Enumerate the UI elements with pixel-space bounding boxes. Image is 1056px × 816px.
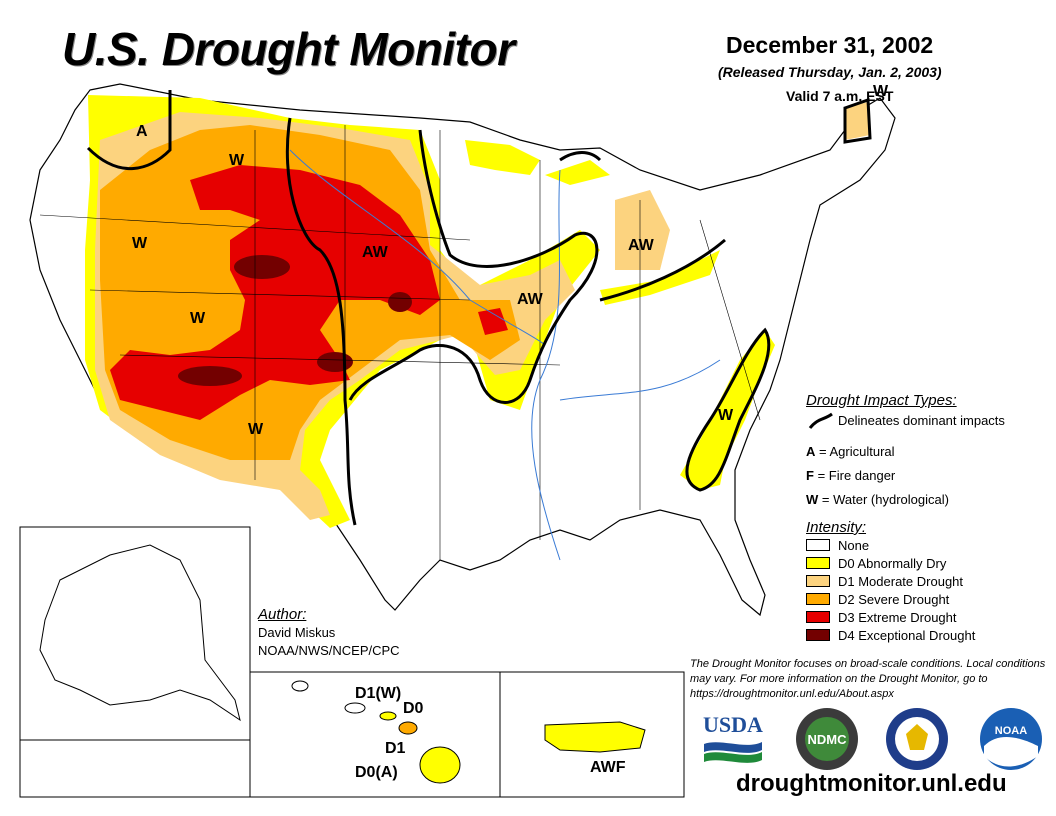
- author-org: NOAA/NWS/NCEP/CPC: [258, 643, 400, 658]
- d1-michigan: [615, 190, 670, 270]
- ndmc-logo-text: NDMC: [808, 732, 848, 747]
- impact-line-sample: [808, 412, 833, 429]
- swatch-d1: [806, 575, 830, 587]
- d3-central: [110, 165, 440, 420]
- d4-wyoming: [234, 255, 290, 279]
- map-label-w-montana: W: [229, 152, 245, 169]
- valid-time: Valid 7 a.m. EST: [786, 88, 894, 104]
- impact-desc: = Agricultural: [819, 443, 895, 459]
- hawaii-label-d0a: D0(A): [355, 764, 398, 781]
- d0-maine: [845, 102, 870, 140]
- legend: Drought Impact Types: Delineates dominan…: [806, 392, 1046, 644]
- map-label-a-nw: A: [136, 123, 148, 140]
- release-date: (Released Thursday, Jan. 2, 2003): [718, 64, 942, 80]
- noaa-logo: NOAA: [978, 706, 1044, 772]
- author-heading: Author:: [258, 606, 307, 623]
- usda-logo-text: USDA: [703, 712, 763, 737]
- rivers: [289, 149, 721, 561]
- impact-line-text: Delineates dominant impacts: [838, 412, 1005, 428]
- d4-nebraska: [388, 292, 412, 312]
- disclaimer-note: The Drought Monitor focuses on broad-sca…: [690, 658, 1046, 700]
- map-label-w-maine: W: [873, 83, 889, 100]
- swatch-d2: [806, 593, 830, 605]
- impact-key: W: [806, 491, 819, 507]
- usda-logo: USDA: [700, 706, 766, 772]
- author-name: David Miskus: [258, 625, 336, 640]
- hawaii-inset-frame: [249, 671, 501, 798]
- intensity-label: D2 Severe Drought: [838, 591, 950, 607]
- intensity-label: D4 Exceptional Drought: [838, 627, 976, 643]
- usda-logo-icon: USDA: [703, 712, 763, 763]
- intensity-row: D1 Moderate Drought: [806, 572, 1046, 590]
- d0-minnesota: [465, 140, 540, 175]
- commerce-seal-icon: [886, 708, 948, 770]
- swatch-none: [806, 539, 830, 551]
- intensity-heading: Intensity:: [806, 519, 867, 536]
- intensity-label: None: [838, 537, 870, 553]
- hawaii-islands: [291, 680, 461, 784]
- intensity-row: D3 Extreme Drought: [806, 608, 1046, 626]
- page-title: U.S. Drought Monitor: [62, 23, 515, 75]
- map-label-aw-michigan: AW: [628, 237, 655, 254]
- impact-types-heading: Drought Impact Types:: [806, 392, 957, 409]
- ndmc-logo-icon: NDMC: [796, 708, 858, 770]
- intensity-label: D0 Abnormally Dry: [838, 555, 947, 571]
- impact-boundaries: [86, 90, 872, 526]
- intensity-row: D2 Severe Drought: [806, 590, 1046, 608]
- d0-carolinas: [680, 330, 775, 490]
- impact-desc: = Fire danger: [817, 467, 896, 483]
- footer-url[interactable]: droughtmonitor.unl.edu: [736, 770, 1007, 797]
- map-label-w-arizona: W: [248, 421, 264, 438]
- d4-colorado-se: [317, 352, 353, 372]
- swatch-d4: [806, 629, 830, 641]
- swatch-d3: [806, 611, 830, 623]
- intensity-row: D0 Abnormally Dry: [806, 554, 1046, 572]
- impact-key: F: [806, 467, 814, 483]
- puerto-rico-shape: [544, 721, 646, 753]
- map-label-aw-iowa: AW: [517, 291, 544, 308]
- d0-upper-michigan: [545, 160, 610, 185]
- author-block: Author: David Miskus NOAA/NWS/NCEP/CPC: [258, 606, 400, 660]
- map-label-w-nevada: W: [190, 310, 206, 327]
- intensity-row: D4 Exceptional Drought: [806, 626, 1046, 644]
- intensity-label: D3 Extreme Drought: [838, 609, 957, 625]
- d4-colorado-sw: [178, 366, 242, 386]
- map-label-w-carolinas: W: [718, 407, 734, 424]
- hawaii-label-d0: D0: [403, 700, 424, 717]
- alaska-shape: [39, 544, 241, 722]
- map-label-w-oregon: W: [132, 235, 148, 252]
- intensity-row: None: [806, 536, 1046, 554]
- ndmc-logo: NDMC: [794, 706, 860, 772]
- impact-desc: = Water (hydrological): [821, 491, 949, 507]
- noaa-logo-icon: NOAA: [980, 708, 1042, 770]
- hawaii-label-d1: D1: [385, 740, 406, 757]
- impact-key: A: [806, 443, 816, 459]
- impact-row-fire: F = Fire danger: [806, 463, 1046, 487]
- impact-line-description: Delineates dominant impacts: [806, 409, 1046, 431]
- intensity-label: D1 Moderate Drought: [838, 573, 964, 589]
- doc-seal-logo: [884, 706, 950, 772]
- map-date: December 31, 2002: [726, 32, 934, 58]
- swatch-d0: [806, 557, 830, 569]
- map-label-aw-plains: AW: [362, 244, 389, 261]
- impact-row-agricultural: A = Agricultural: [806, 439, 1046, 463]
- hawaii-label-d1w: D1(W): [355, 685, 401, 702]
- impact-row-water: W = Water (hydrological): [806, 487, 1046, 511]
- pr-label-awf: AWF: [590, 759, 626, 776]
- d3-iowa: [478, 308, 508, 335]
- noaa-logo-text: NOAA: [995, 725, 1027, 737]
